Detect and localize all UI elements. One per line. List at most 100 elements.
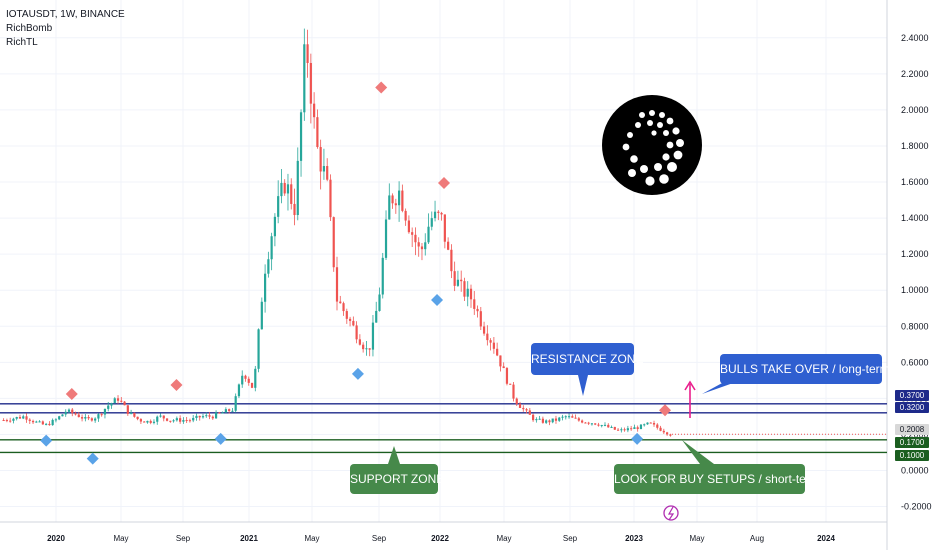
iota-logo-dot — [630, 155, 638, 163]
candle-body — [192, 417, 195, 421]
candle-body — [339, 301, 342, 304]
y-tick-label: 2.2000 — [901, 69, 929, 79]
x-tick-label: May — [304, 534, 319, 543]
symbol-title[interactable]: IOTAUSDT, 1W, BINANCE — [6, 9, 125, 20]
candle-body — [12, 418, 15, 421]
y-tick-label: 1.2000 — [901, 249, 929, 259]
x-tick-label: May — [496, 534, 511, 543]
candle-body — [482, 326, 486, 334]
iota-logo-dot — [647, 120, 653, 126]
x-tick-label: May — [113, 534, 128, 543]
iota-logo-dot — [676, 139, 684, 147]
buy-signal-marker — [631, 432, 644, 445]
iota-logo-dot — [657, 122, 663, 128]
candle-body — [509, 383, 512, 385]
candle-body — [159, 415, 162, 417]
candle-body — [296, 160, 299, 216]
candle-body — [417, 242, 420, 247]
indicator-richbomb[interactable]: RichBomb — [6, 23, 53, 34]
candle-body — [397, 190, 401, 206]
candle-body — [41, 421, 44, 425]
candle-body — [531, 414, 535, 421]
candle-body — [152, 421, 156, 423]
candle-body — [515, 398, 518, 404]
candle-body — [97, 414, 100, 419]
candle-body — [466, 288, 469, 297]
candle-body — [577, 418, 580, 421]
candle-body — [87, 417, 90, 419]
candle-body — [211, 416, 214, 419]
candle-body — [456, 279, 460, 286]
resistance-zone-callout: RESISTANCE ZONE — [531, 343, 643, 375]
x-tick-label: Aug — [750, 534, 764, 543]
candle-body — [110, 403, 113, 406]
candle-body — [623, 429, 626, 431]
candle-body — [643, 424, 646, 426]
candle-body — [649, 422, 652, 424]
candle-body — [463, 281, 466, 297]
iota-logo-dot — [673, 150, 683, 160]
candle-body — [388, 195, 391, 220]
candle-body — [561, 416, 564, 418]
candle-body — [179, 418, 182, 422]
candle-body — [126, 405, 129, 414]
candle-body — [139, 419, 143, 422]
iota-logo-dot — [672, 127, 680, 135]
candle-body — [587, 422, 590, 424]
candle-body — [306, 44, 309, 63]
candle-body — [90, 418, 93, 421]
candle-body — [358, 339, 361, 345]
sell-signal-marker — [170, 378, 183, 391]
x-tick-label: 2024 — [817, 534, 835, 543]
candle-body — [332, 217, 335, 268]
candle-body — [257, 329, 260, 369]
sell-signal-marker — [438, 177, 451, 190]
candle-body — [541, 418, 545, 423]
candle-body — [375, 310, 378, 323]
candle-body — [420, 246, 424, 250]
x-tick-label: 2020 — [47, 534, 65, 543]
candle-body — [538, 418, 541, 420]
candle-body — [107, 405, 110, 409]
candle-body — [214, 412, 218, 419]
candle-body — [270, 236, 273, 260]
candle-body — [594, 423, 597, 425]
candle-body — [231, 410, 234, 412]
indicator-richtl[interactable]: RichTL — [6, 37, 38, 48]
candle-body — [499, 355, 502, 367]
candle-body — [198, 415, 201, 418]
candle-body — [384, 219, 388, 258]
candle-body — [309, 62, 312, 104]
candle-body — [250, 382, 254, 388]
candle-body — [571, 416, 574, 418]
candle-body — [630, 428, 633, 430]
candle-body — [273, 216, 277, 237]
candle-body — [165, 418, 169, 421]
candle-body — [453, 271, 456, 286]
candle-body — [554, 418, 558, 421]
iota-logo-dot — [654, 163, 662, 171]
candle-body — [5, 420, 9, 422]
iota-logo-dot — [666, 141, 674, 149]
candle-body — [600, 425, 603, 427]
candle-body — [28, 419, 31, 421]
iota-logo-dot — [667, 162, 677, 172]
candle-body — [669, 434, 672, 436]
candle-body — [626, 428, 629, 431]
x-tick-label: 2022 — [431, 534, 449, 543]
x-tick-label: Sep — [176, 534, 191, 543]
candle-body — [208, 415, 211, 417]
candle-body — [51, 419, 54, 426]
candle-body — [362, 344, 365, 350]
candle-body — [195, 415, 198, 418]
candle-body — [221, 412, 224, 414]
candle-body — [590, 423, 594, 425]
candle-body — [48, 423, 51, 426]
candle-body — [633, 427, 636, 429]
candle-body — [205, 415, 208, 417]
candle-body — [280, 182, 283, 197]
candle-body — [293, 203, 296, 216]
candle-body — [404, 210, 407, 221]
y-tick-label: 1.6000 — [901, 177, 929, 187]
